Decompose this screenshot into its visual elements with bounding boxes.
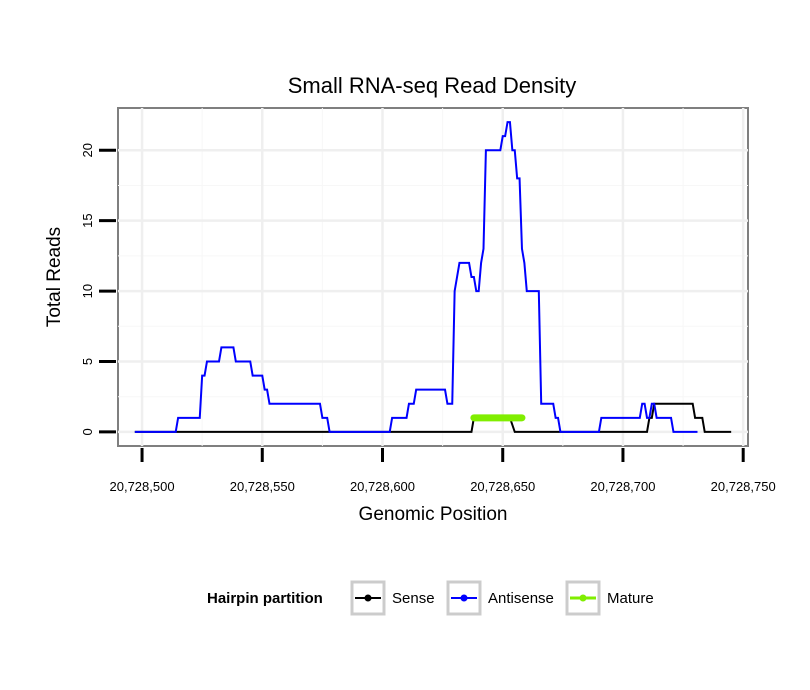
y-tick-label: 5 [80,358,95,365]
x-tick-label: 20,728,500 [110,479,175,494]
legend-label-antisense: Antisense [488,590,554,607]
legend: Hairpin partition Sense Antisense Mature [207,580,654,616]
legend-key-dot [579,594,587,602]
series-layer [134,121,732,433]
x-tick-label: 20,728,600 [350,479,415,494]
chart-title: Small RNA-seq Read Density [288,73,577,98]
y-tick-label: 20 [80,143,95,157]
legend-key-dot [364,594,372,602]
legend-title: Hairpin partition [207,590,323,607]
x-tick-label: 20,728,650 [470,479,535,494]
legend-label-mature: Mature [607,590,654,607]
plot-panel [117,107,749,447]
x-axis-title: Genomic Position [359,504,508,525]
x-tick-label: 20,728,700 [590,479,655,494]
grid-lines [118,108,748,446]
legend-key-dot [460,594,468,602]
x-tick-label: 20,728,550 [230,479,295,494]
y-tick-label: 0 [80,428,95,435]
legend-label-sense: Sense [392,590,435,607]
axes: 20,728,500 20,728,550 20,728,600 20,728,650… [80,143,776,494]
x-tick-label: 20,728,750 [711,479,776,494]
series-line-antisense [134,121,698,433]
y-tick-label: 10 [80,284,95,298]
y-axis-title: Total Reads [44,227,65,327]
y-tick-label: 15 [80,213,95,227]
